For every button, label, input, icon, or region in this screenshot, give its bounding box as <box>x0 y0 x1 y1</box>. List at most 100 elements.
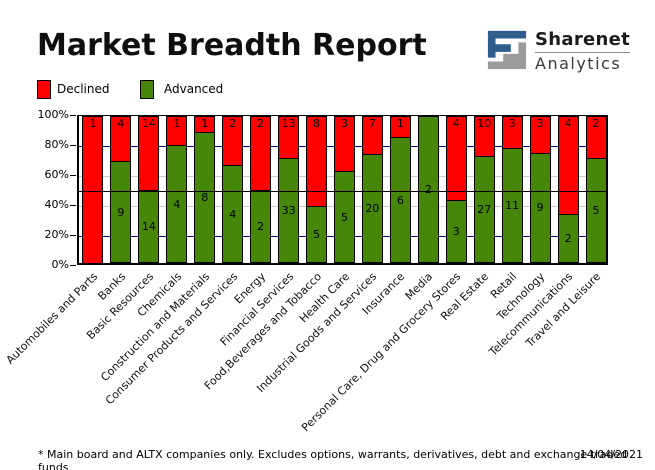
legend-advanced-swatch <box>140 80 154 99</box>
y-axis-label-60: 60% <box>44 168 69 181</box>
sharenet-logo: Sharenet Analytics <box>486 29 631 73</box>
bar-financial-services: 13 33 <box>278 116 300 263</box>
advanced-value-label: 4 <box>229 207 237 221</box>
y-axis-label-20: 20% <box>44 228 69 241</box>
segment-advanced: 5 <box>334 171 355 263</box>
declined-value-label: 10 <box>477 117 492 130</box>
advanced-value-label: 9 <box>536 201 544 215</box>
advanced-value-label: 4 <box>173 197 181 211</box>
declined-value-label: 3 <box>341 117 348 130</box>
page-title: Market Breadth Report <box>37 28 427 63</box>
segment-advanced: 33 <box>278 157 300 263</box>
declined-value-label: 7 <box>368 117 376 130</box>
declined-value-label: 2 <box>592 117 600 130</box>
advanced-value-label: 3 <box>452 225 460 238</box>
declined-value-label: 3 <box>536 117 544 130</box>
segment-advanced: 9 <box>529 152 551 263</box>
declined-value-label: 4 <box>564 117 572 130</box>
segment-declined: 13 <box>278 116 300 158</box>
segment-advanced: 5 <box>585 158 607 263</box>
declined-value-label: 1 <box>173 117 181 130</box>
advanced-value-label: 14 <box>141 219 156 233</box>
gridline-50pct <box>79 191 607 192</box>
advanced-value-label: 11 <box>505 198 520 212</box>
segment-declined: 2 <box>222 116 244 165</box>
advanced-value-label: 6 <box>396 193 404 207</box>
declined-value-label: 13 <box>281 117 296 130</box>
advanced-value-label: 27 <box>477 202 492 216</box>
segment-advanced: 2 <box>250 189 272 263</box>
segment-advanced: 6 <box>389 137 411 263</box>
y-axis-label-40: 40% <box>44 198 69 211</box>
advanced-value-label: 2 <box>424 183 432 196</box>
declined-value-label: 4 <box>117 117 125 130</box>
segment-declined: 3 <box>501 116 523 148</box>
bar-basic-resources: 14 14 <box>138 116 160 263</box>
bar-real-estate: 10 27 <box>473 116 495 263</box>
y-axis-tick-20 <box>70 235 76 236</box>
logo-blue-bracket <box>487 30 527 58</box>
legend-declined-swatch <box>37 80 51 99</box>
logo-brand-name: Sharenet <box>535 29 631 53</box>
legend-advanced-label: Advanced <box>164 82 224 96</box>
segment-declined: 14 <box>138 116 160 190</box>
footnote: * Main board and ALTX companies only. Ex… <box>38 448 628 470</box>
segment-declined: 8 <box>306 116 328 207</box>
y-axis-tick-60 <box>70 175 76 176</box>
logo-text: Sharenet Analytics <box>535 29 631 73</box>
y-axis-tick-100 <box>70 115 76 116</box>
bar-automobiles-and-parts: 1 <box>82 116 104 263</box>
y-axis-tick-80 <box>70 145 76 146</box>
declined-value-label: 2 <box>229 117 237 130</box>
segment-advanced: 20 <box>361 154 383 263</box>
bar-retail: 3 11 <box>501 116 523 263</box>
advanced-value-label: 5 <box>592 204 600 217</box>
declined-value-label: 8 <box>313 117 321 130</box>
advanced-value-label: 33 <box>281 203 296 217</box>
declined-value-label: 14 <box>141 117 156 130</box>
advanced-value-label: 2 <box>564 232 572 245</box>
segment-declined: 1 <box>82 116 104 263</box>
segment-declined: 2 <box>250 116 272 190</box>
bar-industrial-goods-and-services: 7 20 <box>361 116 383 263</box>
advanced-value-label: 8 <box>201 191 209 205</box>
segment-declined: 4 <box>110 116 132 162</box>
declined-value-label: 1 <box>396 117 404 130</box>
bar-media: 2 <box>417 116 439 263</box>
segment-declined: 3 <box>334 116 355 172</box>
segment-declined: 10 <box>473 116 495 156</box>
declined-value-label: 4 <box>452 117 460 130</box>
segment-advanced: 9 <box>110 161 132 263</box>
segment-advanced: 3 <box>445 200 467 263</box>
stacked-bar-chart: 1 4 9 14 14 1 4 1 8 2 4 2 2 13 33 8 5 3 5 7 20 1 6 2 4 3 10 27 3 11 3 9… <box>4 108 608 434</box>
report-date: 14/04/2021 <box>579 448 643 461</box>
segment-advanced: 14 <box>138 189 160 263</box>
legend-declined-label: Declined <box>57 82 110 96</box>
advanced-value-label: 20 <box>365 202 380 216</box>
segment-advanced: 5 <box>306 206 328 263</box>
segment-advanced: 2 <box>557 214 579 263</box>
y-axis-label-80: 80% <box>44 138 69 151</box>
logo-division-name: Analytics <box>535 54 622 73</box>
plot-area: 1 4 9 14 14 1 4 1 8 2 4 2 2 13 33 8 5 3 5 7 20 1 6 2 4 3 10 27 3 11 3 9… <box>77 115 608 265</box>
segment-declined: 1 <box>389 116 411 137</box>
segment-advanced: 4 <box>222 165 244 263</box>
segment-advanced: 27 <box>473 155 495 263</box>
segment-advanced: 2 <box>417 116 439 263</box>
y-axis-label-0: 0% <box>51 258 69 271</box>
segment-declined: 4 <box>557 116 579 214</box>
segment-advanced: 8 <box>194 132 216 263</box>
declined-value-label: 3 <box>508 117 516 130</box>
